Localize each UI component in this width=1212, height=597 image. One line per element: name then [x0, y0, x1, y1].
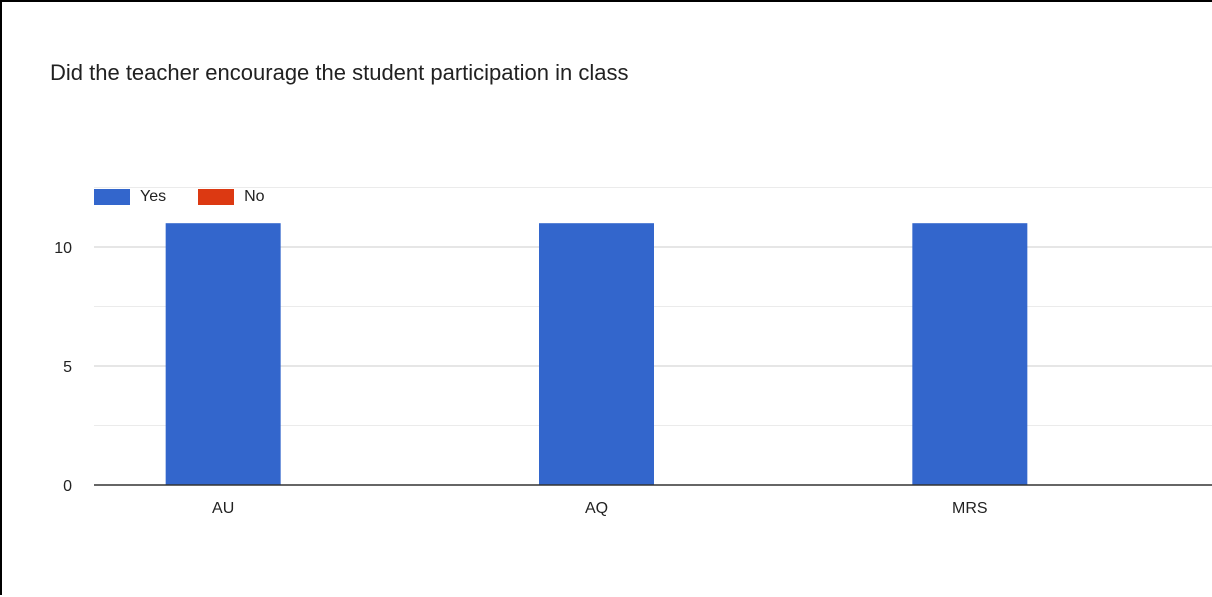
x-tick-label: AQ [585, 500, 608, 517]
bar-yes-mrs [912, 223, 1027, 485]
bar-yes-au [166, 223, 281, 485]
y-tick-label: 10 [54, 240, 72, 257]
x-tick-label: MRS [952, 500, 988, 517]
y-tick-label: 0 [63, 478, 72, 495]
bar-yes-aq [539, 223, 654, 485]
x-tick-label: AU [212, 500, 234, 517]
y-tick-label: 5 [63, 359, 72, 376]
